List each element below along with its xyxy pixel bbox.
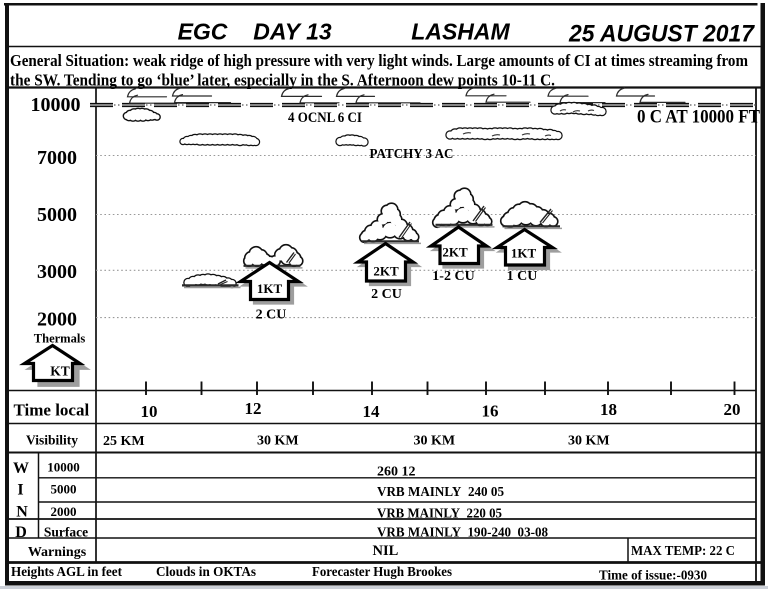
svg-text:2000: 2000 [51,504,77,519]
svg-text:N: N [16,504,28,521]
svg-text:2 CU: 2 CU [371,287,402,302]
svg-text:10000: 10000 [47,460,80,475]
svg-text:10000: 10000 [31,94,81,116]
svg-text:10: 10 [141,402,158,421]
svg-text:LASHAM: LASHAM [411,19,510,45]
svg-text:2000: 2000 [37,308,77,330]
svg-text:1KT: 1KT [511,245,537,260]
svg-text:NIL: NIL [373,543,399,559]
svg-text:D: D [15,524,27,541]
svg-text:260 12: 260 12 [377,464,416,479]
svg-text:12: 12 [245,399,262,418]
svg-text:4 OCNL 6 CI: 4 OCNL 6 CI [288,110,362,126]
svg-text:5000: 5000 [51,482,77,497]
svg-text:25 KM: 25 KM [103,434,145,449]
svg-text:Thermals: Thermals [34,332,86,346]
svg-text:VRB MAINLY 240 05: VRB MAINLY 240 05 [377,485,504,500]
svg-text:Time local: Time local [14,401,90,420]
svg-text:General Situation: weak ridge: General Situation: weak ridge of high pr… [10,51,748,70]
svg-text:Surface: Surface [44,525,88,540]
svg-text:30 KM: 30 KM [414,434,456,449]
svg-text:Forecaster Hugh Brookes: Forecaster Hugh Brookes [312,565,453,580]
svg-text:2KT: 2KT [373,263,399,278]
svg-text:the SW. Tending to go ‘blue’ l: the SW. Tending to go ‘blue’ later, espe… [10,71,555,90]
svg-text:Warnings: Warnings [28,545,87,560]
svg-text:Clouds in OKTAs: Clouds in OKTAs [156,565,257,580]
svg-text:KT: KT [50,364,70,379]
svg-text:PATCHY 3 AC: PATCHY 3 AC [370,147,454,162]
svg-text:2KT: 2KT [442,244,468,259]
svg-text:20: 20 [724,400,741,419]
svg-text:1 CU: 1 CU [507,269,538,284]
svg-text:MAX TEMP: 22 C: MAX TEMP: 22 C [631,544,735,559]
svg-text:16: 16 [482,402,499,421]
svg-text:18: 18 [600,400,617,419]
svg-text:3000: 3000 [37,261,77,283]
svg-text:VRB MAINLY 190-240 03-08: VRB MAINLY 190-240 03-08 [377,526,548,541]
svg-text:1-2 CU: 1-2 CU [432,269,474,284]
svg-text:7000: 7000 [37,147,77,169]
svg-text:0 C AT 10000 FT: 0 C AT 10000 FT [637,107,761,127]
svg-text:DAY 13: DAY 13 [253,19,332,45]
svg-text:Time of issue:-0930: Time of issue:-0930 [599,568,707,583]
svg-text:EGC: EGC [178,19,228,45]
svg-text:Heights AGL in feet: Heights AGL in feet [11,565,122,580]
svg-text:2 CU: 2 CU [256,307,287,322]
svg-text:25 AUGUST 2017: 25 AUGUST 2017 [568,21,756,48]
svg-text:Visibility: Visibility [26,433,78,448]
svg-text:VRB MAINLY 220 05: VRB MAINLY 220 05 [377,507,502,522]
svg-text:W: W [13,460,29,477]
svg-text:30 KM: 30 KM [568,433,610,448]
svg-text:1KT: 1KT [257,281,283,296]
svg-text:30 KM: 30 KM [257,433,299,448]
svg-text:I: I [17,482,23,499]
svg-text:14: 14 [363,402,381,421]
svg-text:5000: 5000 [37,204,77,226]
